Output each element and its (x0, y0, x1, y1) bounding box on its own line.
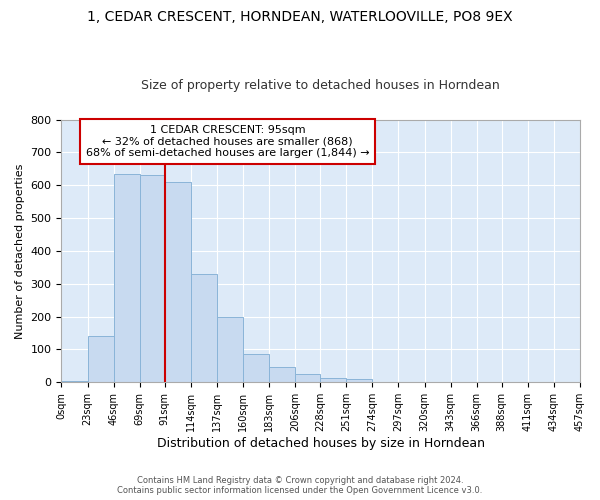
Bar (320, 378, 346, 382)
Bar (88, 336, 113, 382)
Bar (191, 274, 217, 382)
Text: 1, CEDAR CRESCENT, HORNDEAN, WATERLOOVILLE, PO8 9EX: 1, CEDAR CRESCENT, HORNDEAN, WATERLOOVIL… (87, 10, 513, 24)
Bar (61, 380, 88, 382)
Bar (140, 176, 164, 382)
Bar (295, 374, 320, 382)
Title: Size of property relative to detached houses in Horndean: Size of property relative to detached ho… (142, 79, 500, 92)
Bar (217, 316, 243, 382)
X-axis label: Distribution of detached houses by size in Horndean: Distribution of detached houses by size … (157, 437, 485, 450)
Bar (113, 174, 140, 382)
Text: 1 CEDAR CRESCENT: 95sqm
← 32% of detached houses are smaller (868)
68% of semi-d: 1 CEDAR CRESCENT: 95sqm ← 32% of detache… (86, 125, 369, 158)
Bar (164, 182, 191, 382)
Text: Contains HM Land Registry data © Crown copyright and database right 2024.
Contai: Contains HM Land Registry data © Crown c… (118, 476, 482, 495)
Y-axis label: Number of detached properties: Number of detached properties (15, 164, 25, 338)
Bar (580, 380, 600, 382)
Bar (346, 378, 373, 382)
Bar (243, 354, 269, 382)
Bar (269, 367, 295, 382)
